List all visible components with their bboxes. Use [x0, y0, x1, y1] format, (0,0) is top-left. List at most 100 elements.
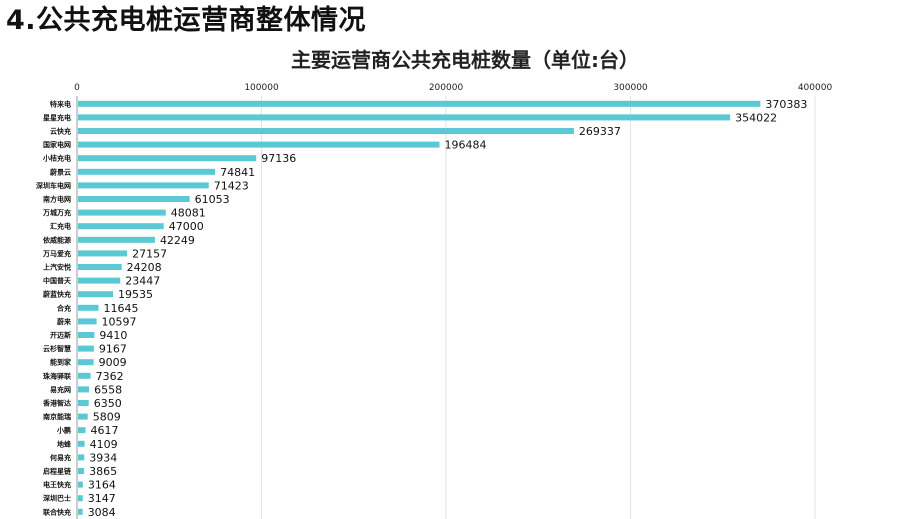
data-label: 71423 — [214, 179, 249, 192]
bar — [78, 454, 85, 461]
bar-row: 易充网 6558 — [50, 383, 122, 396]
bar-row: 蔚景云 74841 — [50, 166, 255, 179]
data-label: 47000 — [169, 220, 204, 233]
bar — [78, 141, 440, 148]
x-tick-label: 400000 — [798, 83, 833, 93]
bar — [78, 332, 95, 338]
bar — [78, 508, 83, 515]
bar-row: 云快充 269337 — [50, 125, 621, 138]
data-label: 23447 — [125, 275, 160, 288]
bar-row: 蔚蓝快充 19535 — [43, 288, 153, 301]
data-label: 9410 — [99, 329, 127, 342]
bar — [78, 168, 216, 175]
bar-row: 启程星链 3865 — [43, 465, 117, 478]
data-label: 3865 — [89, 465, 117, 478]
data-label: 269337 — [579, 125, 621, 138]
bar — [78, 372, 91, 379]
data-label: 196484 — [445, 139, 487, 152]
data-label: 11645 — [103, 302, 138, 315]
bar-row: 能到家 9009 — [50, 356, 127, 369]
bar-row: 依威能源 42249 — [43, 234, 195, 247]
bar-row: 地蜂 4109 — [57, 438, 118, 451]
data-label: 6350 — [94, 397, 122, 410]
bar — [78, 223, 164, 230]
data-label: 3934 — [89, 451, 117, 464]
data-label: 27157 — [132, 247, 167, 260]
bar — [78, 128, 574, 134]
bar — [78, 236, 155, 243]
bar-row: 深圳车电网 71423 — [36, 179, 249, 192]
x-tick-label: 300000 — [613, 83, 648, 93]
bar-row: 小鹏 4617 — [56, 424, 119, 437]
category-label: 中国普天 — [43, 276, 72, 285]
bar — [78, 264, 122, 270]
bar — [78, 359, 94, 366]
category-label: 深圳车电网 — [36, 181, 71, 190]
bar — [78, 114, 731, 121]
data-label: 4617 — [91, 424, 119, 437]
bar-row: 云杉智慧 9167 — [43, 343, 127, 356]
bar-row: 万马爱充 27157 — [42, 247, 167, 260]
bar-row: 深圳巴士 3147 — [43, 492, 116, 505]
bar-row: 蔚来 10597 — [57, 315, 137, 328]
category-label: 联合快充 — [43, 507, 71, 516]
category-label: 特来电 — [50, 99, 71, 108]
bar — [78, 495, 83, 502]
category-label: 珠海驿联 — [43, 371, 72, 380]
bar — [78, 155, 257, 162]
bars: 特来电 370383 星星充电 354022 云快充 269337 国家电网 196484 小桔… — [36, 98, 807, 519]
bar — [78, 427, 86, 434]
category-label: 国家电网 — [43, 140, 71, 149]
bar-row: 星星充电 354022 — [43, 111, 777, 124]
data-label: 4109 — [90, 438, 118, 451]
bar — [78, 440, 85, 447]
bar-row: 汇充电 47000 — [50, 220, 204, 233]
data-label: 48081 — [171, 207, 206, 220]
data-label: 9167 — [99, 343, 127, 356]
category-label: 南京能瑞 — [43, 412, 71, 421]
bar-row: 国家电网 196484 — [43, 139, 487, 152]
bar-row: 合充 11645 — [56, 302, 138, 315]
category-label: 星星充电 — [43, 113, 71, 122]
bar-row: 中国普天 23447 — [43, 275, 160, 288]
category-label: 启程星链 — [43, 467, 71, 476]
bar — [78, 468, 85, 474]
bar-row: 电王快充 3164 — [43, 479, 116, 492]
bar-row: 联合快充 3084 — [43, 506, 116, 519]
data-label: 9009 — [99, 356, 127, 369]
data-label: 97136 — [261, 152, 296, 165]
data-label: 7362 — [96, 370, 124, 383]
category-label: 合充 — [56, 303, 71, 312]
bar-row: 南方电网 61053 — [43, 193, 230, 206]
data-label: 42249 — [160, 234, 195, 247]
bar — [78, 481, 83, 488]
category-label: 蔚蓝快充 — [43, 290, 71, 299]
bar — [78, 400, 89, 406]
bar-row: 开迈斯 9410 — [50, 329, 127, 342]
data-label: 6558 — [94, 383, 122, 396]
bar — [78, 277, 121, 284]
data-label: 24208 — [127, 261, 162, 274]
bar — [78, 345, 94, 352]
bar — [78, 304, 99, 311]
data-label: 3147 — [88, 492, 116, 505]
data-label: 3084 — [88, 506, 116, 519]
x-tick-label: 100000 — [244, 83, 279, 93]
category-label: 云快充 — [50, 127, 71, 136]
category-label: 开迈斯 — [50, 331, 71, 340]
data-label: 354022 — [735, 111, 777, 124]
x-axis-ticks: 0 100000 200000 300000 400000 — [74, 83, 832, 93]
category-label: 易充网 — [50, 385, 71, 394]
category-label: 南方电网 — [43, 195, 71, 204]
bar — [78, 291, 114, 298]
bar — [78, 318, 97, 325]
bar — [78, 413, 88, 420]
data-label: 10597 — [102, 315, 137, 328]
slide-heading: 4.公共充电桩运营商整体情况 — [6, 5, 367, 36]
category-label: 上汽安悦 — [43, 263, 71, 272]
category-label: 汇充电 — [50, 222, 71, 231]
category-label: 小鹏 — [56, 426, 71, 435]
bar — [78, 250, 128, 257]
category-label: 小桔充电 — [42, 154, 71, 163]
